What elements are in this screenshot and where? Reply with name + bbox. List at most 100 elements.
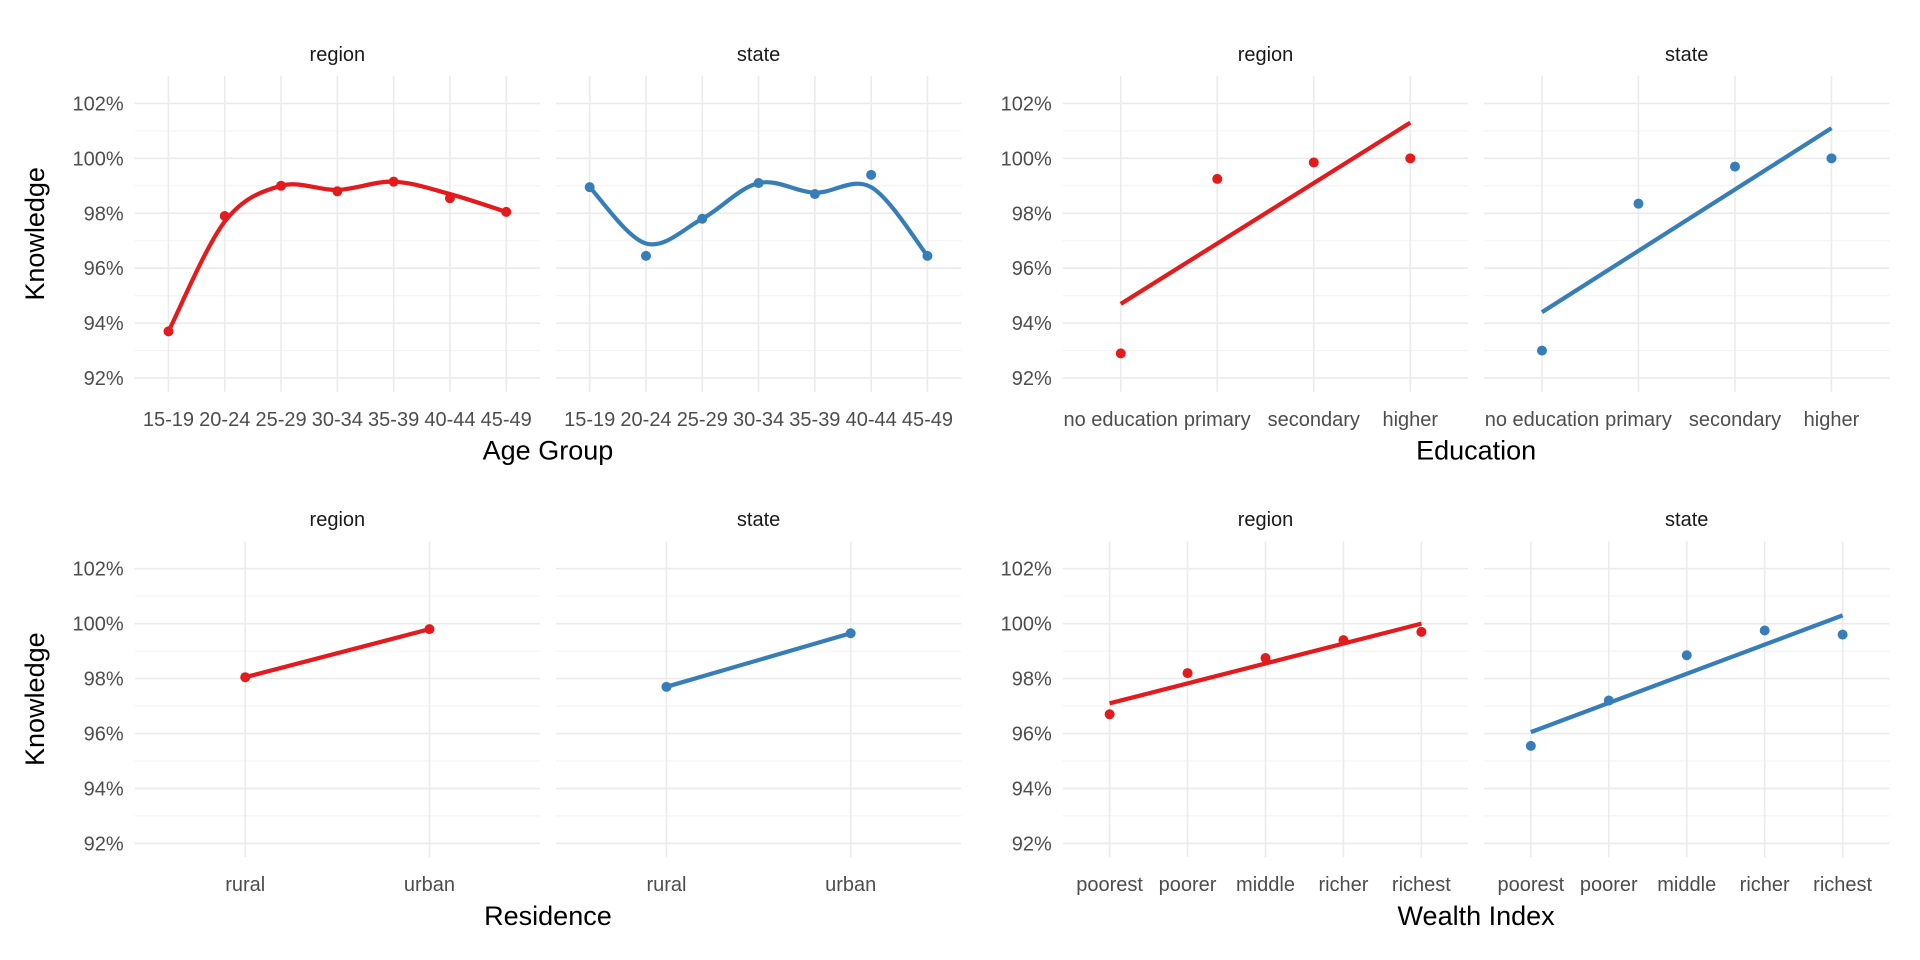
y-tick-label: 94% (1012, 778, 1052, 800)
x-tick-label: 40-44 (846, 409, 897, 431)
x-tick-label: 30-34 (733, 409, 784, 431)
y-tick-label: 96% (1012, 258, 1052, 280)
x-tick-label: poorest (1076, 874, 1143, 896)
y-tick-label: 92% (1012, 833, 1052, 855)
y-tick-label: 100% (1001, 614, 1052, 636)
data-point-state (753, 178, 764, 189)
fit-line-region (1109, 621, 1422, 706)
x-tick-label: 15-19 (564, 409, 615, 431)
facet-strip-label: region (1238, 509, 1294, 531)
data-point-state (922, 250, 933, 261)
data-point-region (1212, 173, 1223, 184)
x-axis-title: Age Group (483, 436, 614, 466)
x-tick-label: 15-19 (143, 409, 194, 431)
x-tick-label: rural (646, 874, 686, 896)
data-point-state (661, 681, 672, 692)
data-point-region (276, 180, 287, 191)
facet-strip-label: state (1665, 44, 1708, 66)
x-tick-label: higher (1382, 409, 1438, 431)
facet-panel-state: state no education primary secondary higher (1484, 44, 1890, 431)
x-axis-title: Wealth Index (1398, 901, 1556, 931)
x-tick-label: 40-44 (424, 409, 475, 431)
fit-line-state (1540, 126, 1833, 314)
facet-strip-label: region (310, 44, 366, 66)
facet-panel-region: region poorest poorer middle richer richest (1062, 509, 1469, 896)
fit-line-region (244, 627, 430, 680)
data-point-region (1260, 652, 1271, 663)
facet-panel-region: region no education primary secondary higher (1062, 44, 1469, 431)
y-tick-label: 94% (84, 778, 124, 800)
data-point-region (444, 193, 455, 204)
fit-line-region (1119, 120, 1412, 306)
x-tick-label: 25-29 (255, 409, 306, 431)
data-point-state (1633, 198, 1644, 209)
y-tick-label: 92% (1012, 368, 1052, 390)
x-tick-label: 30-34 (312, 409, 363, 431)
y-tick-label: 96% (84, 258, 124, 280)
x-tick-label: urban (404, 874, 455, 896)
data-point-state (640, 250, 651, 261)
data-point-region (1416, 626, 1427, 637)
data-point-region (424, 624, 435, 635)
x-axis-title: Residence (484, 901, 612, 931)
y-axis-title: Knowledge (20, 167, 50, 301)
data-point-region (388, 176, 399, 187)
facet-strip-label: state (737, 509, 780, 531)
y-tick-label: 92% (84, 833, 124, 855)
facet-panel-state: state poorest poorer middle richer richest (1484, 509, 1890, 896)
data-point-region (1182, 668, 1193, 679)
data-point-region (240, 672, 251, 683)
x-tick-label: richest (1813, 874, 1872, 896)
data-point-state (1837, 629, 1848, 640)
x-tick-label: richer (1318, 874, 1368, 896)
data-point-state (1826, 153, 1837, 164)
x-tick-label: 25-29 (677, 409, 728, 431)
data-point-region (1338, 635, 1349, 646)
y-tick-label: 96% (1012, 724, 1052, 746)
y-tick-label: 92% (84, 368, 124, 390)
x-tick-label: secondary (1268, 409, 1360, 431)
x-tick-label: primary (1605, 409, 1672, 431)
facet-strip-label: region (1238, 44, 1294, 66)
y-tick-label: 98% (84, 203, 124, 225)
data-point-state (845, 628, 856, 639)
x-tick-label: richest (1392, 874, 1451, 896)
data-point-region (219, 211, 230, 222)
x-axis-title: Education (1416, 436, 1536, 466)
data-point-region (1308, 157, 1319, 168)
data-point-state (809, 189, 820, 200)
x-tick-label: 45-49 (902, 409, 953, 431)
y-axis-title: Knowledge (20, 632, 50, 766)
y-tick-label: 100% (1001, 148, 1052, 170)
y-tick-label: 102% (73, 93, 124, 115)
x-tick-label: rural (225, 874, 265, 896)
data-point-state (697, 213, 708, 224)
data-point-region (1104, 709, 1115, 720)
data-point-state (1729, 161, 1740, 172)
data-point-state (1603, 695, 1614, 706)
data-point-region (1405, 153, 1416, 164)
y-tick-label: 94% (84, 313, 124, 335)
fit-line-state (1530, 613, 1844, 735)
facet-panel-state: state rural urban (555, 509, 962, 896)
facet-panel-region: region rural urban (134, 509, 540, 896)
data-point-state (1536, 345, 1547, 356)
y-tick-label: 102% (1001, 93, 1052, 115)
y-tick-label: 100% (73, 148, 124, 170)
y-tick-label: 98% (1012, 669, 1052, 691)
data-point-region (163, 326, 174, 337)
x-tick-label: primary (1184, 409, 1251, 431)
x-tick-label: poorer (1159, 874, 1217, 896)
x-tick-label: middle (1657, 874, 1716, 896)
facet-panel-region: region 15-19 20-24 25-29 30-34 35-39 40-44 45-4… (134, 44, 540, 431)
y-tick-label: 94% (1012, 313, 1052, 335)
data-point-state (584, 182, 595, 193)
data-point-state (1681, 650, 1692, 661)
data-point-region (501, 206, 512, 217)
fit-line-state (665, 631, 852, 689)
